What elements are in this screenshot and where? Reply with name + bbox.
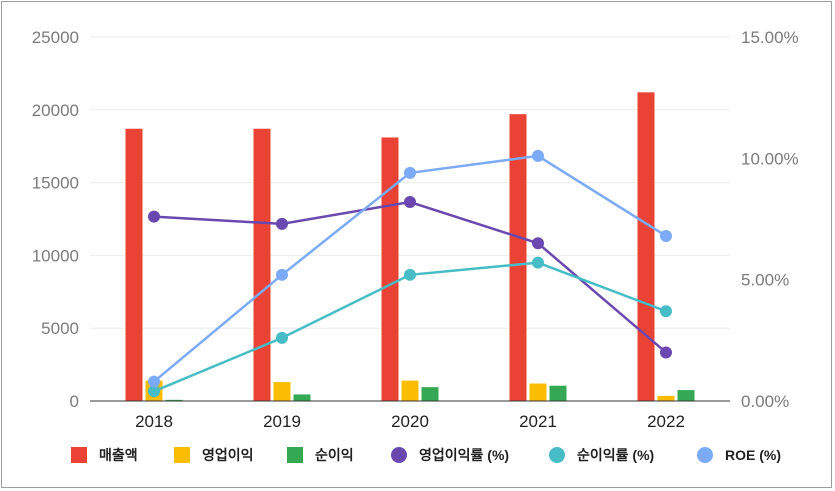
bar <box>677 390 695 401</box>
line-point <box>532 237 544 250</box>
legend-swatch <box>391 447 407 463</box>
line-point <box>532 256 544 269</box>
x-axis: 2018 2019 2020 2021 2022 <box>135 412 685 431</box>
y-right-tick-label: 5.00% <box>741 271 789 290</box>
bar <box>421 387 439 401</box>
bar <box>273 382 291 401</box>
bar <box>293 394 311 401</box>
bar <box>253 128 271 401</box>
legend-swatch <box>174 447 190 463</box>
lines <box>148 149 672 398</box>
line-point <box>276 217 288 230</box>
bar <box>401 380 419 401</box>
legend-label: 영업이익률 (%) <box>419 447 509 463</box>
line-point <box>404 166 416 179</box>
bars <box>125 92 695 402</box>
line-point <box>532 149 544 162</box>
y-right-tick-label: 10.00% <box>741 149 799 168</box>
y-left-tick-label: 0 <box>70 392 79 411</box>
bar <box>509 114 527 401</box>
bar <box>657 395 675 401</box>
y-left-tick-label: 5000 <box>41 319 79 338</box>
y-left-tick-label: 20000 <box>32 101 79 120</box>
bar <box>549 385 567 401</box>
right-axis: 0.00% 5.00% 10.00% 15.00% <box>741 28 799 411</box>
line-point <box>148 385 160 398</box>
series-line <box>153 261 667 393</box>
y-left-tick-label: 10000 <box>32 246 79 265</box>
legend: 매출액 영업이익 순이익 영업이익률 (%) 순이익률 (%) ROE (%) <box>71 447 781 463</box>
line-point <box>404 196 416 209</box>
line-point <box>660 346 672 359</box>
x-tick-label: 2020 <box>391 412 429 431</box>
gridlines <box>90 36 730 329</box>
legend-label: ROE (%) <box>725 447 781 463</box>
x-tick-label: 2018 <box>135 412 173 431</box>
bar <box>381 137 399 402</box>
x-tick-label: 2021 <box>519 412 557 431</box>
x-tick-label: 2022 <box>647 412 685 431</box>
bar <box>125 128 143 401</box>
line-point <box>276 331 288 344</box>
bar <box>165 399 183 401</box>
line-point <box>404 268 416 281</box>
legend-swatch <box>287 447 303 463</box>
legend-label: 순이익률 (%) <box>577 447 654 463</box>
series-line <box>153 154 667 383</box>
line-point <box>148 210 160 223</box>
y-left-tick-label: 15000 <box>32 174 79 193</box>
bar <box>637 92 655 401</box>
legend-swatch <box>697 447 713 463</box>
y-right-tick-label: 15.00% <box>741 28 799 47</box>
left-axis: 0 5000 10000 15000 20000 25000 <box>32 28 79 411</box>
bar <box>529 383 547 401</box>
legend-swatch <box>71 447 87 463</box>
line-point <box>276 268 288 281</box>
line-point <box>660 305 672 318</box>
line-point <box>660 229 672 242</box>
legend-label: 영업이익 <box>202 447 254 463</box>
legend-swatch <box>549 447 565 463</box>
x-tick-label: 2019 <box>263 412 301 431</box>
y-right-tick-label: 0.00% <box>741 392 789 411</box>
y-left-tick-label: 25000 <box>32 28 79 47</box>
legend-label: 순이익 <box>315 447 354 463</box>
line-point <box>148 375 160 388</box>
legend-label: 매출액 <box>99 447 138 463</box>
